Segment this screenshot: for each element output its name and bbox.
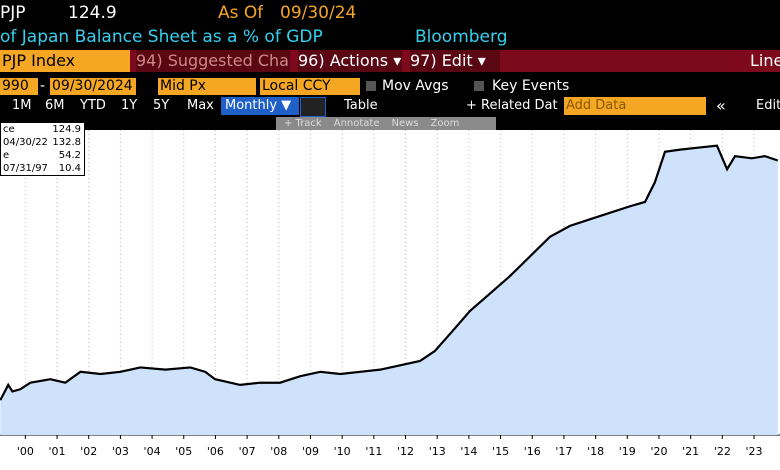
- x-tick-label: '08: [270, 445, 287, 458]
- chart: '00 '01 '02 '03 '04 '05 '06 '07 '08 '09 '10 '11 '12 '…: [0, 130, 780, 458]
- period-button[interactable]: 6M: [45, 98, 65, 113]
- x-tick-label: '23: [746, 445, 763, 458]
- x-tick-label: '12: [397, 445, 414, 458]
- period-button[interactable]: 1Y: [121, 98, 138, 113]
- security[interactable]: PJP Index: [0, 50, 130, 72]
- period-button[interactable]: 5Y: [153, 98, 170, 113]
- x-tick-label: '22: [714, 445, 731, 458]
- x-tick-label: '20: [650, 445, 667, 458]
- x-tick-label: '00: [17, 445, 34, 458]
- x-tick-label: '05: [175, 445, 192, 458]
- legend-value: 124.9: [52, 124, 81, 135]
- legend-label: 04/30/22: [3, 137, 48, 148]
- tool-button[interactable]: Annotate: [333, 118, 380, 129]
- x-tick-label: '21: [682, 445, 699, 458]
- collapse[interactable]: «: [716, 97, 726, 115]
- period-button[interactable]: YTD: [80, 98, 106, 113]
- legend-row: e 54.2: [1, 149, 84, 162]
- chart-type[interactable]: Line: [750, 51, 780, 70]
- legend-label: ce: [3, 124, 15, 135]
- as-of-label: As Of: [218, 3, 264, 23]
- legend-row: 04/30/22 132.8: [1, 136, 84, 149]
- x-tick-label: '04: [144, 445, 161, 458]
- as-of-date: 09/30/24: [280, 3, 357, 23]
- legend-value: 10.4: [58, 163, 81, 174]
- x-tick-label: '07: [239, 445, 256, 458]
- edit-button[interactable]: Edit: [756, 98, 780, 113]
- legend-value: 132.8: [52, 137, 81, 148]
- mov-avgs[interactable]: Mov Avgs: [382, 78, 449, 94]
- x-tick-label: '01: [49, 445, 66, 458]
- checkbox[interactable]: [366, 81, 376, 91]
- suggested-charts[interactable]: 94) Suggested Charts: [136, 50, 290, 72]
- x-tick-label: '16: [524, 445, 541, 458]
- x-tick-label: '03: [112, 445, 129, 458]
- legend-value: 54.2: [58, 150, 81, 161]
- start-date[interactable]: 990: [0, 78, 38, 95]
- ticker: PJP: [0, 3, 26, 23]
- x-tick-label: '18: [587, 445, 604, 458]
- checkbox[interactable]: [474, 81, 484, 91]
- line: [0, 144, 779, 401]
- period-button[interactable]: Max: [187, 98, 214, 113]
- currency[interactable]: Local CCY: [260, 78, 360, 95]
- x-tick-label: '17: [555, 445, 572, 458]
- edit-menu[interactable]: 97) Edit ▾: [410, 50, 500, 72]
- end-date[interactable]: 09/30/2024: [50, 78, 136, 95]
- tool-button[interactable]: + Track: [284, 118, 322, 129]
- subtitle: of Japan Balance Sheet as a % of GDP: [0, 27, 323, 47]
- last-price: 124.9: [68, 3, 117, 23]
- frequency[interactable]: Monthly ▼: [221, 97, 299, 115]
- x-tick-label: '10: [334, 445, 351, 458]
- add-data[interactable]: Add Data: [564, 97, 706, 115]
- area: [0, 145, 778, 435]
- x-tick-label: '19: [619, 445, 636, 458]
- legend-box: ce 124.9 04/30/22 132.8 e 54.2 07/31/97 10.4: [0, 122, 85, 176]
- tool-button[interactable]: News: [391, 118, 419, 129]
- tool-button[interactable]: Zoom: [430, 118, 460, 129]
- x-tick-label: '11: [365, 445, 382, 458]
- legend-label: e: [3, 150, 10, 161]
- chart-icon[interactable]: [300, 97, 326, 117]
- x-tick-label: '15: [492, 445, 509, 458]
- actions[interactable]: 96) Actions ▾: [298, 50, 402, 72]
- date-dash: -: [40, 78, 46, 94]
- x-tick-label: '02: [80, 445, 97, 458]
- chart-tools: + Track Annotate News Zoom: [276, 117, 496, 130]
- key-events[interactable]: Key Events: [492, 78, 570, 94]
- x-tick-label: '14: [460, 445, 477, 458]
- source: Bloomberg: [415, 27, 508, 47]
- period-button[interactable]: 1M: [12, 98, 32, 113]
- x-tick-label: '09: [302, 445, 319, 458]
- x-tick-label: '13: [429, 445, 446, 458]
- x-tick-label: '06: [207, 445, 224, 458]
- legend-row: 07/31/97 10.4: [1, 162, 84, 175]
- table-button[interactable]: Table: [344, 98, 378, 113]
- field[interactable]: Mid Px: [158, 78, 256, 95]
- legend-label: 07/31/97: [3, 163, 48, 174]
- legend-row: ce 124.9: [1, 123, 84, 136]
- related-data[interactable]: + Related Dat: [466, 98, 558, 113]
